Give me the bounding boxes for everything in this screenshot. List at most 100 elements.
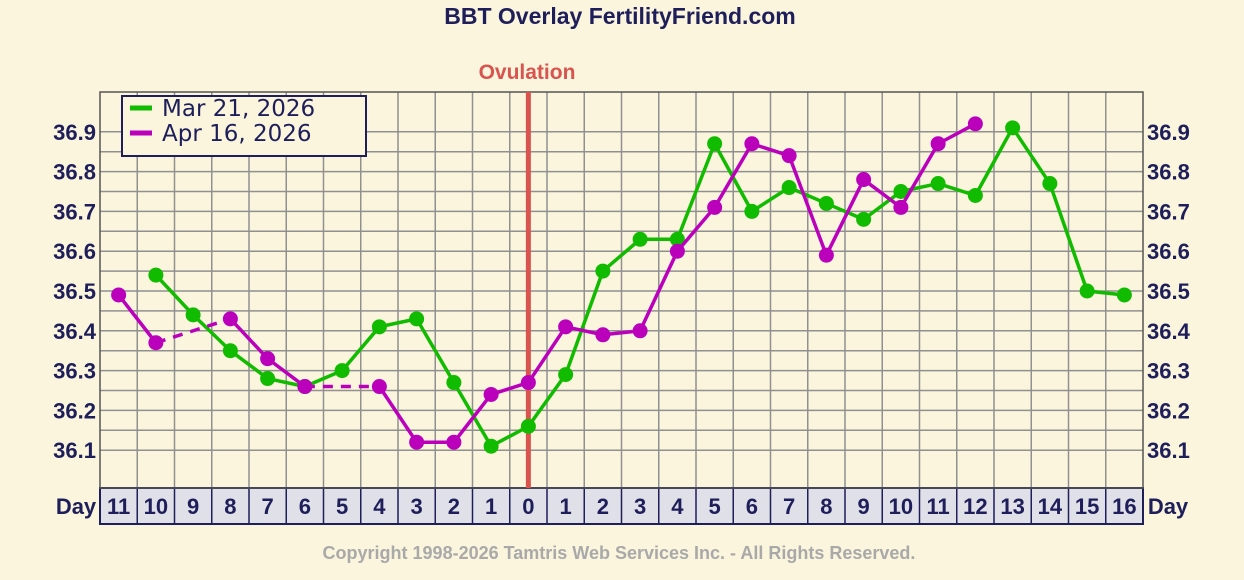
chart-title: BBT Overlay FertilityFriend.com <box>444 3 795 29</box>
x-tick-label: 6 <box>299 494 311 519</box>
series-segment <box>229 349 269 380</box>
series-segment <box>415 317 456 384</box>
x-tick-label: 5 <box>709 494 721 519</box>
x-tick-label: 0 <box>522 494 534 519</box>
ovulation-label: Ovulation <box>479 61 576 84</box>
data-point <box>297 379 313 395</box>
x-tick-label: 11 <box>926 494 949 519</box>
data-point <box>222 311 238 327</box>
data-point <box>781 148 797 164</box>
data-point <box>558 367 574 383</box>
data-point <box>409 434 425 450</box>
data-point <box>744 203 760 219</box>
data-point <box>781 180 797 196</box>
x-tick-label: 11 <box>107 494 130 519</box>
y-axis-ticks: 36.1 36.1 36.2 36.2 36.3 36.3 36.4 36.4 36.5 36.5… <box>53 120 1190 463</box>
y-tick-label-left: 36.9 <box>53 120 96 145</box>
legend-entry-2: Apr 16, 2026 <box>162 121 312 147</box>
series-segment <box>526 325 568 384</box>
data-point <box>930 136 946 152</box>
series-segment <box>266 357 306 388</box>
series-segment-dashed <box>155 317 231 345</box>
series-segment <box>526 373 568 428</box>
data-point <box>334 363 350 379</box>
data-point <box>222 343 238 359</box>
data-point <box>595 263 611 279</box>
series-segment <box>638 250 679 332</box>
data-point <box>967 187 983 203</box>
data-point <box>371 319 387 335</box>
data-point <box>1042 176 1058 192</box>
x-tick-label: 7 <box>783 494 795 519</box>
data-point <box>185 307 201 323</box>
series-layer <box>111 116 1132 454</box>
data-point <box>558 319 574 335</box>
x-axis-label-right: Day <box>1148 494 1189 519</box>
y-tick-label-left: 36.8 <box>53 160 96 185</box>
x-tick-label: 2 <box>597 494 609 519</box>
x-tick-label: 5 <box>336 494 348 519</box>
series-segment <box>899 142 940 209</box>
data-point <box>371 379 387 395</box>
series-segment <box>973 126 1015 197</box>
legend: Mar 21, 2026 Apr 16, 2026 <box>121 95 367 157</box>
y-tick-label-left: 36.6 <box>53 239 96 264</box>
series-segment <box>452 381 493 448</box>
x-tick-label: 2 <box>448 494 460 519</box>
data-point <box>856 211 872 227</box>
x-tick-label: 15 <box>1075 494 1099 519</box>
x-tick-label: 14 <box>1038 494 1063 519</box>
data-point <box>632 323 648 339</box>
x-tick-label: 16 <box>1112 494 1136 519</box>
series-2 <box>111 116 983 450</box>
data-point <box>893 199 909 215</box>
series-segment <box>452 393 493 444</box>
series-1 <box>148 120 1132 454</box>
legend-box <box>121 95 367 157</box>
data-point <box>818 247 834 263</box>
data-point <box>111 287 127 303</box>
data-point <box>520 375 536 391</box>
data-point <box>148 335 164 351</box>
series-segment <box>563 270 605 376</box>
data-point <box>1079 283 1095 299</box>
x-tick-label: 9 <box>858 494 870 519</box>
x-tick-label: 6 <box>746 494 758 519</box>
series-segment <box>154 273 195 317</box>
x-axis-label-left: Day <box>56 494 97 519</box>
y-tick-label-left: 36.4 <box>53 319 97 344</box>
y-tick-label-right: 36.9 <box>1147 120 1190 145</box>
data-point <box>893 184 909 199</box>
data-point <box>483 386 499 402</box>
series-segment <box>862 190 902 221</box>
y-tick-label-left: 36.5 <box>53 279 96 304</box>
data-point <box>446 434 462 450</box>
series-segment <box>229 317 269 360</box>
y-tick-label-right: 36.7 <box>1147 199 1190 224</box>
x-tick-label: 10 <box>889 494 913 519</box>
data-point <box>818 195 834 211</box>
data-point <box>483 438 499 454</box>
y-tick-label-right: 36.1 <box>1147 438 1190 463</box>
y-tick-label-right: 36.8 <box>1147 160 1190 185</box>
y-tick-label-left: 36.2 <box>53 398 96 423</box>
series-segment <box>340 325 381 372</box>
x-tick-label: 4 <box>671 494 684 519</box>
x-tick-label: 1 <box>560 494 572 519</box>
data-point <box>1116 287 1132 303</box>
data-point <box>260 371 276 387</box>
copyright-text: Copyright 1998-2026 Tamtris Web Services… <box>323 543 916 563</box>
data-point <box>707 199 723 215</box>
data-point <box>260 351 276 367</box>
series-segment <box>675 143 717 240</box>
data-point <box>1005 120 1021 136</box>
data-point <box>707 136 723 152</box>
y-tick-label-right: 36.6 <box>1147 239 1190 264</box>
x-tick-label: 8 <box>820 494 832 519</box>
series-segment <box>862 178 902 209</box>
series-segment <box>117 293 158 344</box>
x-tick-label: 12 <box>963 494 987 519</box>
data-point <box>632 231 648 247</box>
x-axis-cells: 11 10 9 8 7 6 5 4 3 2 1 0 1 2 3 4 5 6 7 8 9 10 11 12 13 14 15 16Day… <box>56 487 1189 525</box>
